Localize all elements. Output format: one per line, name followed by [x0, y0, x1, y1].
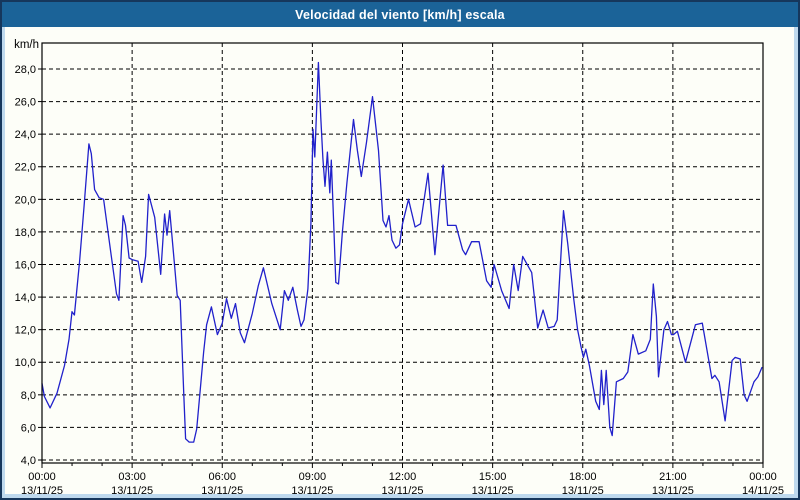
x-tick-date-label: 13/11/25 — [381, 485, 423, 494]
x-tick-time-label: 21:00 — [659, 471, 687, 483]
wind-speed-line-chart: 4,0 6,0 8,0 10,0 12,0 14,0 16,0 18,0 20,0 22,0 24,… — [14, 39, 784, 494]
x-tick-time-label: 18:00 — [569, 471, 597, 483]
y-tick-label: 6,0 — [21, 422, 36, 434]
y-tick-label: 4,0 — [21, 455, 36, 467]
chart-title: Velocidad del viento [km/h] escala — [295, 7, 505, 22]
x-tick-date-label: 14/11/25 — [742, 485, 784, 494]
x-tick-date-label: 13/11/25 — [562, 485, 604, 494]
x-tick-time-label: 00:00 — [28, 471, 56, 483]
x-tick-date-label: 13/11/25 — [201, 485, 243, 494]
y-tick-label: 10,0 — [15, 357, 36, 369]
y-tick-label: 14,0 — [15, 292, 36, 304]
y-tick-label: 22,0 — [15, 162, 36, 174]
chart-panel: 4,0 6,0 8,0 10,0 12,0 14,0 16,0 18,0 20,0 22,0 24,… — [5, 27, 794, 494]
y-axis-unit-label: km/h — [14, 39, 39, 51]
y-tick-label: 16,0 — [15, 259, 36, 271]
y-tick-label: 28,0 — [15, 64, 36, 76]
y-tick-label: 24,0 — [15, 129, 36, 141]
x-tick-time-label: 09:00 — [299, 471, 327, 483]
x-tick-time-label: 12:00 — [389, 471, 417, 483]
y-tick-label: 26,0 — [15, 97, 36, 109]
x-tick-date-label: 13/11/25 — [111, 485, 153, 494]
x-tick-date-label: 13/11/25 — [652, 485, 694, 494]
wind-speed-series — [41, 61, 763, 443]
x-tick-time-label: 15:00 — [479, 471, 507, 483]
y-tick-label: 8,0 — [21, 390, 36, 402]
y-tick-label: 20,0 — [15, 194, 36, 206]
title-bar: Velocidad del viento [km/h] escala — [2, 2, 798, 27]
x-tick-time-label: 06:00 — [208, 471, 236, 483]
y-tick-label: 18,0 — [15, 227, 36, 239]
x-tick-time-label: 00:00 — [749, 471, 777, 483]
x-tick-date-label: 13/11/25 — [472, 485, 514, 494]
x-tick-date-label: 13/11/25 — [291, 485, 333, 494]
x-tick-time-label: 03:00 — [118, 471, 146, 483]
x-tick-date-label: 13/11/25 — [21, 485, 63, 494]
y-tick-label: 12,0 — [15, 325, 36, 337]
